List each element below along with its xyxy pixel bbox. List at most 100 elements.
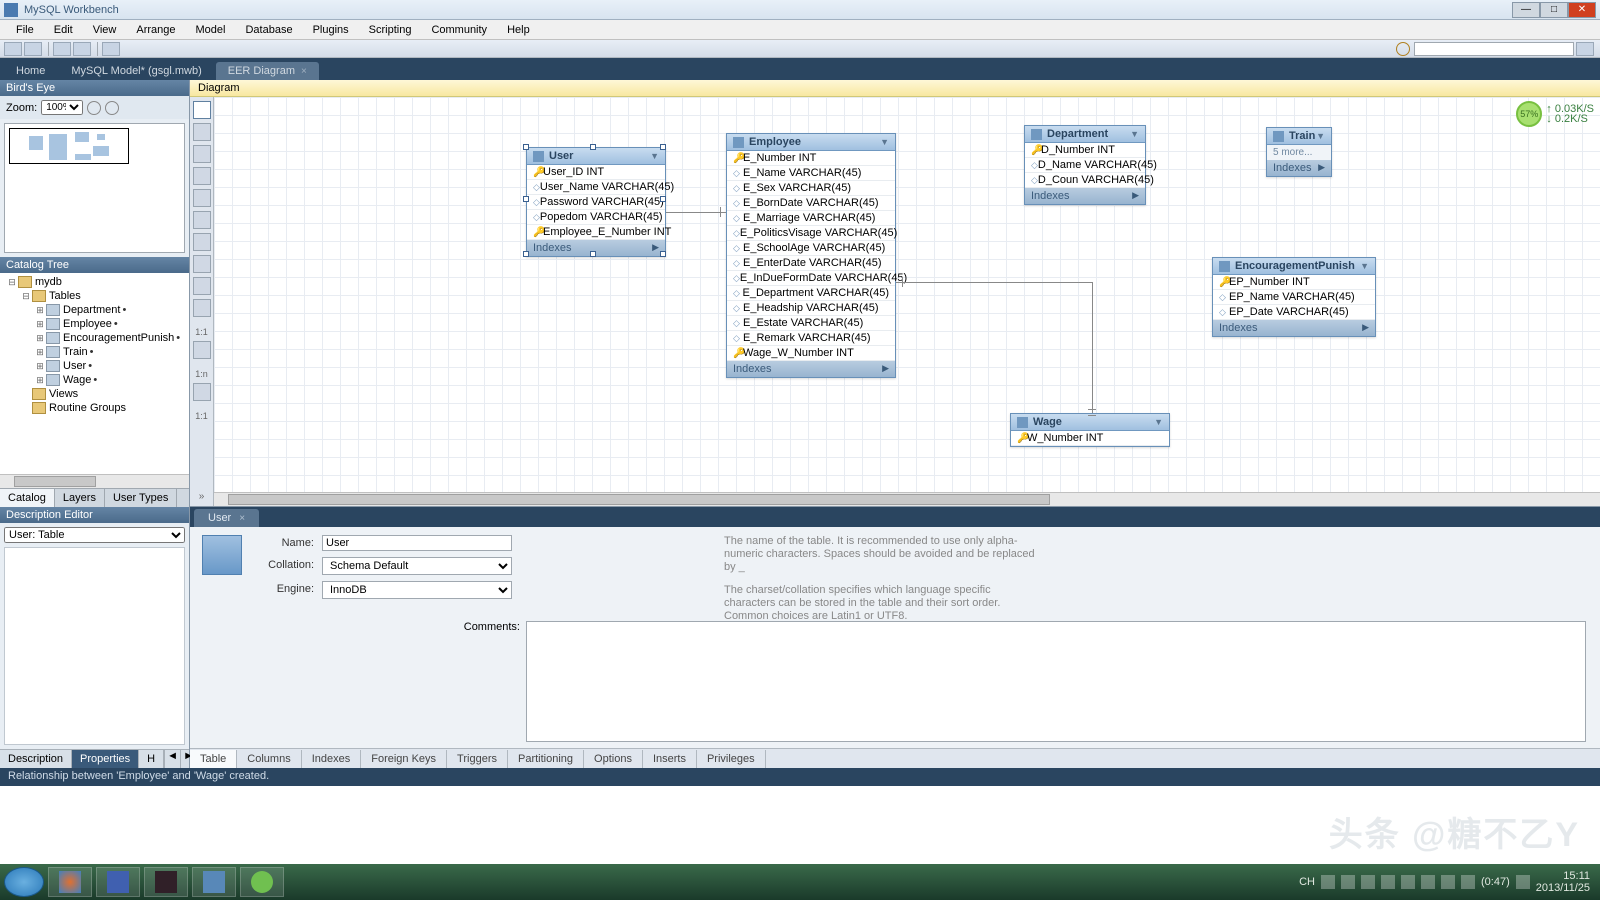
- tool-button[interactable]: [102, 42, 120, 56]
- rel-1-n-tool[interactable]: [193, 341, 211, 359]
- menu-database[interactable]: Database: [235, 22, 302, 38]
- rel-1-1-tool[interactable]: [193, 299, 211, 317]
- tree-tables[interactable]: ⊟Tables: [2, 289, 187, 303]
- tree-routines[interactable]: Routine Groups: [2, 401, 187, 415]
- open-file-button[interactable]: [24, 42, 42, 56]
- entity-column[interactable]: 🔑W_Number INT: [1011, 431, 1169, 446]
- zoom-out-icon[interactable]: [105, 101, 119, 115]
- table-tool[interactable]: [193, 233, 211, 251]
- propstab-indexes[interactable]: Indexes: [302, 750, 362, 768]
- entity-column[interactable]: 🔑Employee_E_Number INT: [527, 225, 665, 240]
- entity-column[interactable]: ◇E_Department VARCHAR(45): [727, 286, 895, 301]
- tree-table-user[interactable]: ⊞User•: [2, 359, 187, 373]
- entity-column[interactable]: ◇D_Coun VARCHAR(45): [1025, 173, 1145, 188]
- props-tab-user[interactable]: User ×: [194, 509, 259, 527]
- selection-handle[interactable]: [523, 144, 529, 150]
- chevron-down-icon[interactable]: ▼: [1316, 131, 1325, 141]
- tab-home[interactable]: Home: [4, 62, 57, 80]
- entity-user[interactable]: User▼🔑User_ID INT◇User_Name VARCHAR(45)◇…: [526, 147, 666, 257]
- entity-column[interactable]: ◇E_InDueFormDate VARCHAR(45): [727, 271, 895, 286]
- lang-indicator[interactable]: CH: [1299, 876, 1315, 888]
- entity-column[interactable]: ◇E_Sex VARCHAR(45): [727, 181, 895, 196]
- tree-views[interactable]: Views: [2, 387, 187, 401]
- comments-textarea[interactable]: [526, 621, 1586, 742]
- propstab-columns[interactable]: Columns: [237, 750, 301, 768]
- close-button[interactable]: ✕: [1568, 2, 1596, 18]
- entity-column[interactable]: ◇D_Name VARCHAR(45): [1025, 158, 1145, 173]
- clock[interactable]: 15:11 2013/11/25: [1536, 870, 1590, 894]
- taskbar-app-5[interactable]: [240, 867, 284, 897]
- selection-handle[interactable]: [660, 251, 666, 257]
- maximize-button[interactable]: □: [1540, 2, 1568, 18]
- sidetab-user-types[interactable]: User Types: [105, 489, 177, 507]
- layer-tool[interactable]: [193, 167, 211, 185]
- routine-tool[interactable]: [193, 277, 211, 295]
- tree-db[interactable]: ⊟mydb: [2, 275, 187, 289]
- birds-eye-view[interactable]: [4, 123, 185, 253]
- desc-select[interactable]: User: Table: [4, 527, 185, 543]
- battery-indicator[interactable]: (0:47): [1481, 876, 1510, 888]
- canvas-hscroll[interactable]: [214, 492, 1600, 506]
- tree-table-encouragementpunish[interactable]: ⊞EncouragementPunish•: [2, 331, 187, 345]
- selection-handle[interactable]: [660, 144, 666, 150]
- entity-column[interactable]: ◇EP_Name VARCHAR(45): [1213, 290, 1375, 305]
- entity-column[interactable]: ◇E_Headship VARCHAR(45): [727, 301, 895, 316]
- tray-icon-2[interactable]: [1341, 875, 1355, 889]
- entity-department[interactable]: Department▼🔑D_Number INT◇D_Name VARCHAR(…: [1024, 125, 1146, 205]
- propstab-partitioning[interactable]: Partitioning: [508, 750, 584, 768]
- entity-column[interactable]: ◇E_EnterDate VARCHAR(45): [727, 256, 895, 271]
- tree-table-wage[interactable]: ⊞Wage•: [2, 373, 187, 387]
- menu-edit[interactable]: Edit: [44, 22, 83, 38]
- entity-indexes[interactable]: Indexes▶: [1025, 188, 1145, 204]
- view-tool[interactable]: [193, 255, 211, 273]
- sidetab-layers[interactable]: Layers: [55, 489, 105, 507]
- propstab-options[interactable]: Options: [584, 750, 643, 768]
- tray-icon-8[interactable]: [1461, 875, 1475, 889]
- tab-close-icon[interactable]: ×: [301, 66, 307, 77]
- selection-handle[interactable]: [590, 251, 596, 257]
- tray-icon-5[interactable]: [1401, 875, 1415, 889]
- propstab-triggers[interactable]: Triggers: [447, 750, 508, 768]
- diagram-canvas[interactable]: 57% ↑ 0.03K/S ↓ 0.2K/S User▼🔑User_ID INT…: [214, 97, 1600, 506]
- entity-ep[interactable]: EncouragementPunish▼🔑EP_Number INT◇EP_Na…: [1212, 257, 1376, 337]
- entity-indexes[interactable]: Indexes▶: [527, 240, 665, 256]
- hand-tool[interactable]: [193, 123, 211, 141]
- sidebar-hscroll[interactable]: [0, 474, 189, 488]
- taskbar-app-1[interactable]: [48, 867, 92, 897]
- chevron-down-icon[interactable]: ▼: [1130, 129, 1139, 139]
- entity-column[interactable]: ◇E_BornDate VARCHAR(45): [727, 196, 895, 211]
- undo-button[interactable]: [53, 42, 71, 56]
- entity-column[interactable]: ◇Password VARCHAR(45): [527, 195, 665, 210]
- entity-train[interactable]: Train▼5 more...Indexes▶: [1266, 127, 1332, 177]
- taskbar-app-4[interactable]: [192, 867, 236, 897]
- redo-button[interactable]: [73, 42, 91, 56]
- image-tool[interactable]: [193, 211, 211, 229]
- note-tool[interactable]: [193, 189, 211, 207]
- sidebottab-description[interactable]: Description: [0, 750, 72, 768]
- eraser-tool[interactable]: [193, 145, 211, 163]
- selection-handle[interactable]: [590, 144, 596, 150]
- entity-indexes[interactable]: Indexes▶: [1267, 160, 1331, 176]
- sidebottab-h[interactable]: H: [139, 750, 164, 768]
- entity-more[interactable]: 5 more...: [1267, 145, 1331, 160]
- chevron-down-icon[interactable]: ▼: [1154, 417, 1163, 427]
- start-button[interactable]: [4, 867, 44, 897]
- selection-handle[interactable]: [523, 196, 529, 202]
- tab-mysql-model-gsgl-mwb-[interactable]: MySQL Model* (gsgl.mwb): [59, 62, 213, 80]
- tray-icon-4[interactable]: [1381, 875, 1395, 889]
- tray-icon-7[interactable]: [1441, 875, 1455, 889]
- entity-column[interactable]: ◇E_Marriage VARCHAR(45): [727, 211, 895, 226]
- sidebottab-properties[interactable]: Properties: [72, 750, 139, 768]
- tree-table-train[interactable]: ⊞Train•: [2, 345, 187, 359]
- entity-column[interactable]: 🔑Wage_W_Number INT: [727, 346, 895, 361]
- tree-table-department[interactable]: ⊞Department•: [2, 303, 187, 317]
- birds-eye-viewport[interactable]: [9, 128, 129, 164]
- desc-textarea[interactable]: [4, 547, 185, 746]
- entity-column[interactable]: ◇E_Name VARCHAR(45): [727, 166, 895, 181]
- propstab-foreign-keys[interactable]: Foreign Keys: [361, 750, 447, 768]
- zoom-select[interactable]: 100%: [41, 100, 83, 115]
- collation-select[interactable]: Schema Default: [322, 557, 512, 575]
- tray-icon-3[interactable]: [1361, 875, 1375, 889]
- taskbar-app-3[interactable]: [144, 867, 188, 897]
- entity-column[interactable]: 🔑D_Number INT: [1025, 143, 1145, 158]
